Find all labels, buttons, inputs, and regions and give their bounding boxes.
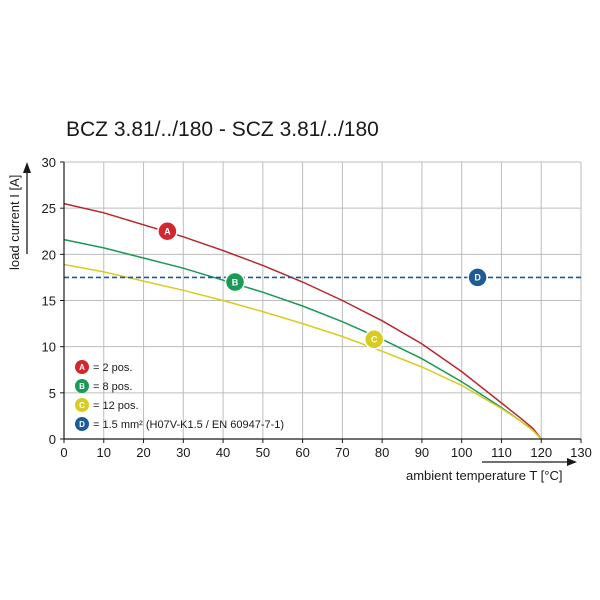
- curve-marker-label: A: [164, 227, 171, 237]
- legend-marker-letter: D: [79, 420, 85, 429]
- curve-marker-c: [363, 329, 385, 350]
- y-tick-label: 20: [42, 247, 56, 262]
- axes: 0 10 20 30 40 50 60 70 80 90 100 110 120 130 0 5 10 15 20 2…: [7, 155, 592, 483]
- x-tick-label: 40: [216, 445, 230, 460]
- legend: A = 2 pos. B = 8 pos. C = 12 pos. D = 1.5 mm² (…: [75, 360, 284, 431]
- legend-marker-a: [75, 360, 89, 374]
- x-tick-label: 120: [530, 445, 552, 460]
- curve-marker-label: D: [474, 273, 481, 283]
- curve-marker-label: C: [371, 335, 378, 345]
- y-tick-label: 15: [42, 294, 56, 309]
- y-tick-label: 10: [42, 340, 56, 355]
- grid: [64, 161, 582, 439]
- curve-marker-d: [467, 267, 488, 288]
- x-axis-arrowhead: [567, 458, 577, 466]
- series-group: [63, 202, 581, 440]
- x-tick-label: 90: [415, 445, 429, 460]
- x-tick-label: 110: [491, 445, 512, 460]
- y-tick-label: 25: [42, 201, 56, 216]
- x-tick-label: 80: [375, 445, 389, 460]
- legend-label: = 8 pos.: [93, 381, 132, 393]
- x-tick-label: 60: [295, 445, 309, 460]
- y-tick-label: 5: [49, 386, 56, 401]
- x-tick-label: 10: [97, 445, 111, 460]
- x-tick-label: 70: [335, 445, 349, 460]
- chart-title: BCZ 3.81/../180 - SCZ 3.81/../180: [66, 118, 379, 141]
- x-tick-label: 0: [60, 445, 67, 460]
- x-tick-label: 30: [176, 445, 190, 460]
- x-tick-label: 130: [570, 445, 592, 460]
- curve-markers: A B C D: [157, 221, 488, 350]
- y-axis-title: load current I [A]: [7, 175, 22, 270]
- y-tick-label: 30: [42, 155, 56, 170]
- legend-marker-b: [75, 379, 89, 393]
- legend-label: = 2 pos.: [93, 362, 132, 374]
- legend-marker-d: [75, 417, 89, 431]
- curve-marker-label: B: [232, 277, 239, 287]
- curve-marker-b: [224, 271, 246, 293]
- series-line-a: [63, 202, 542, 440]
- legend-marker-letter: B: [79, 382, 85, 391]
- legend-marker-c: [75, 398, 89, 412]
- legend-label: = 12 pos.: [93, 400, 139, 412]
- legend-marker-letter: A: [79, 363, 85, 372]
- legend-label: = 1.5 mm² (H07V-K1.5 / EN 60947-7-1): [93, 419, 284, 431]
- y-axis-arrowhead: [23, 162, 31, 173]
- x-axis-title: ambient temperature T [°C]: [406, 468, 562, 483]
- x-tick-label: 20: [136, 445, 150, 460]
- x-tick-label: 100: [451, 445, 473, 460]
- curve-marker-a: [157, 221, 178, 242]
- legend-marker-letter: C: [79, 401, 85, 410]
- y-tick-label: 0: [49, 432, 56, 447]
- series-line-c: [63, 263, 542, 440]
- x-tick-label: 50: [256, 445, 270, 460]
